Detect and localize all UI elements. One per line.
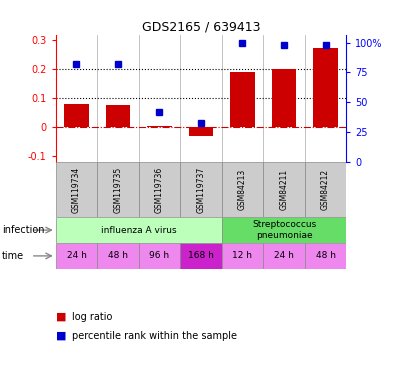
Title: GDS2165 / 639413: GDS2165 / 639413 xyxy=(142,20,260,33)
Bar xyxy=(56,162,97,217)
Bar xyxy=(139,243,180,269)
Text: ■: ■ xyxy=(56,312,66,322)
Text: GSM84211: GSM84211 xyxy=(279,169,289,210)
Text: GSM119737: GSM119737 xyxy=(197,166,205,212)
Text: GSM119736: GSM119736 xyxy=(155,166,164,212)
Text: influenza A virus: influenza A virus xyxy=(101,225,177,235)
Bar xyxy=(313,48,338,127)
Bar xyxy=(147,126,172,127)
Text: infection: infection xyxy=(2,225,45,235)
Text: GSM119735: GSM119735 xyxy=(113,166,123,212)
Text: 48 h: 48 h xyxy=(108,252,128,260)
Text: 168 h: 168 h xyxy=(188,252,214,260)
Bar xyxy=(305,243,346,269)
Text: 24 h: 24 h xyxy=(274,252,294,260)
Bar xyxy=(263,162,305,217)
Bar xyxy=(56,243,97,269)
Bar xyxy=(97,243,139,269)
Bar xyxy=(222,243,263,269)
Bar xyxy=(64,104,89,127)
Text: Streptococcus
pneumoniae: Streptococcus pneumoniae xyxy=(252,220,316,240)
Text: 96 h: 96 h xyxy=(149,252,170,260)
Text: GSM84213: GSM84213 xyxy=(238,169,247,210)
Text: time: time xyxy=(2,251,24,261)
Bar xyxy=(189,127,213,136)
Bar xyxy=(97,162,139,217)
Text: GSM119734: GSM119734 xyxy=(72,166,81,212)
Bar xyxy=(180,243,222,269)
Text: 12 h: 12 h xyxy=(232,252,252,260)
Text: percentile rank within the sample: percentile rank within the sample xyxy=(72,331,237,341)
Bar xyxy=(56,217,222,243)
Text: 24 h: 24 h xyxy=(66,252,86,260)
Bar xyxy=(180,162,222,217)
Bar xyxy=(263,243,305,269)
Bar xyxy=(271,69,297,127)
Bar xyxy=(222,217,346,243)
Text: log ratio: log ratio xyxy=(72,312,112,322)
Bar xyxy=(222,162,263,217)
Bar xyxy=(105,105,131,127)
Text: 48 h: 48 h xyxy=(316,252,336,260)
Text: ■: ■ xyxy=(56,331,66,341)
Bar xyxy=(230,72,255,127)
Bar xyxy=(305,162,346,217)
Text: GSM84212: GSM84212 xyxy=(321,169,330,210)
Bar xyxy=(139,162,180,217)
